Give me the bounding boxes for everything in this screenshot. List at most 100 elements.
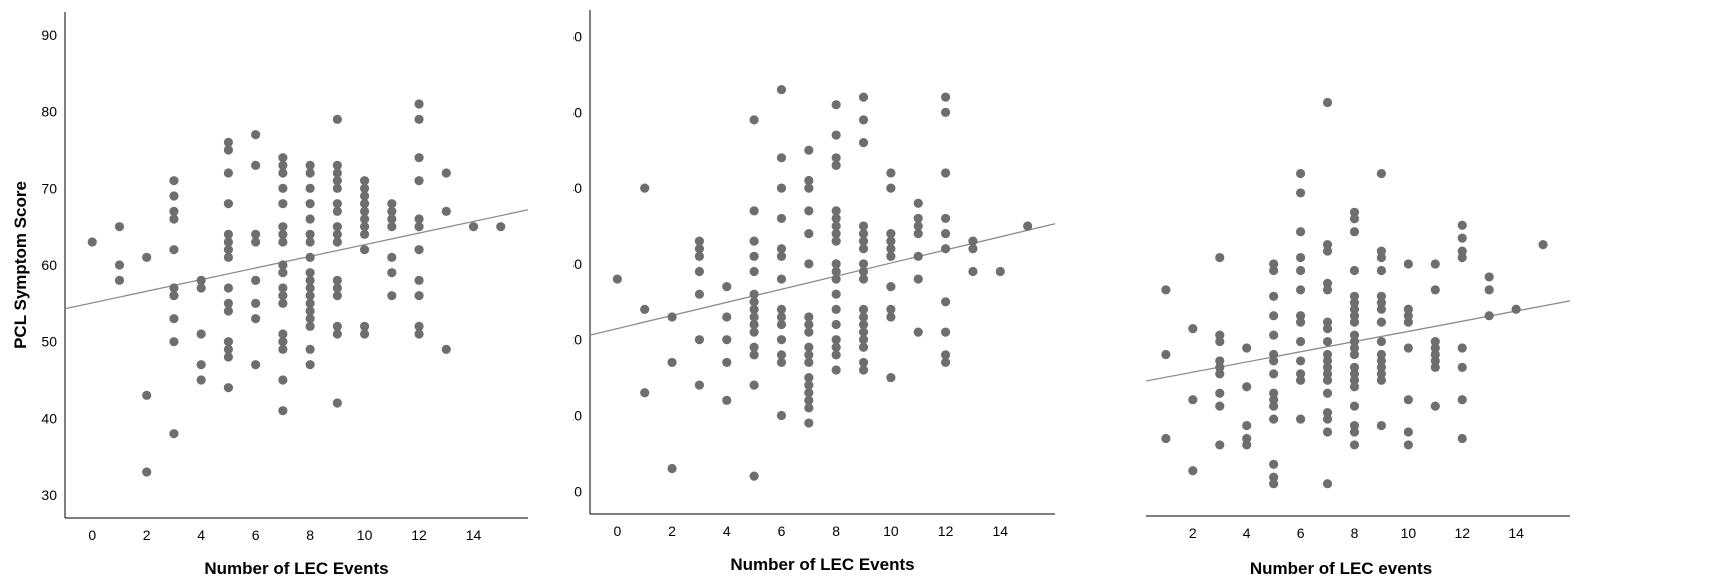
data-point: [1430, 259, 1440, 269]
data-point: [251, 229, 261, 239]
data-point: [1403, 440, 1413, 450]
data-point: [1215, 388, 1225, 398]
data-point: [278, 168, 288, 178]
data-point: [940, 350, 951, 360]
data-point: [913, 213, 923, 224]
data-point: [1457, 246, 1467, 256]
data-point: [1430, 285, 1440, 295]
data-point: [995, 266, 1005, 277]
data-point: [804, 357, 814, 368]
data-point: [142, 390, 152, 400]
data-point: [1269, 291, 1279, 301]
data-point: [223, 252, 234, 262]
data-point: [831, 206, 841, 216]
y-tick-label: 80: [41, 104, 57, 120]
data-point: [332, 229, 342, 239]
data-point: [414, 114, 424, 124]
pcl-scatter-chart: 30 40 50 60 70 80 90 0 2 4 6 8 10 12 14 Number of LEC E…: [11, 12, 529, 578]
x-tick-label: 14: [466, 527, 482, 543]
data-point: [1376, 362, 1387, 372]
data-point: [776, 312, 787, 322]
data-point: [940, 92, 951, 102]
data-point: [223, 283, 234, 293]
data-point: [196, 283, 206, 293]
data-point: [858, 138, 869, 148]
data-point: [1538, 240, 1548, 250]
data-point: [278, 153, 288, 163]
pcl-scatter-panel: 30 40 50 60 70 80 90 0 2 4 6 8 10 12 14 Number of LEC E…: [0, 0, 573, 580]
data-point: [804, 388, 814, 398]
data-point: [886, 244, 896, 254]
data-point: [776, 357, 787, 368]
data-point: [1295, 375, 1306, 385]
data-point: [196, 375, 206, 385]
data-point: [223, 352, 234, 362]
bdi-scatter-chart: 0 10 20 30 40 50 60 0 2 4 6 8 10 12 14 Number of LEC Ev…: [573, 10, 1056, 574]
data-point: [1322, 324, 1333, 334]
data-point: [414, 99, 424, 109]
data-point: [1349, 440, 1360, 450]
data-point: [414, 329, 424, 339]
x-tick-label: 6: [252, 527, 260, 543]
data-point: [414, 176, 424, 186]
data-point: [278, 237, 288, 247]
data-point: [858, 115, 869, 125]
data-point: [913, 198, 923, 208]
data-point: [223, 306, 234, 316]
data-point: [886, 251, 896, 261]
y-tick-label: 0: [574, 483, 582, 499]
data-point: [667, 312, 677, 322]
data-point: [332, 237, 342, 247]
y-tick-label: 20: [573, 332, 582, 348]
data-point: [196, 275, 206, 285]
data-point: [694, 380, 705, 390]
data-point: [1457, 220, 1467, 230]
data-point: [305, 237, 315, 247]
data-point: [223, 199, 234, 209]
data-point: [359, 191, 370, 201]
data-point: [305, 283, 315, 293]
data-point: [913, 327, 923, 337]
data-point: [223, 344, 234, 354]
x-tick-label: 12: [411, 527, 427, 543]
data-point: [223, 137, 234, 147]
data-point: [278, 329, 288, 339]
data-point: [223, 298, 234, 308]
data-point: [831, 304, 841, 314]
data-point: [332, 398, 342, 408]
data-point: [749, 206, 759, 216]
data-point: [776, 274, 787, 284]
data-point: [1349, 427, 1360, 437]
data-point: [831, 289, 841, 299]
data-point: [749, 266, 759, 277]
data-point: [1430, 349, 1440, 360]
data-point: [1457, 233, 1467, 243]
data-point: [169, 245, 179, 255]
data-point: [940, 213, 951, 224]
data-point: [1269, 414, 1279, 424]
data-point: [169, 214, 179, 224]
data-point: [1376, 356, 1387, 366]
data-point: [667, 357, 677, 368]
data-point: [414, 291, 424, 301]
data-point: [1403, 343, 1413, 353]
data-point: [831, 335, 841, 345]
data-point: [332, 329, 342, 339]
data-point: [359, 245, 370, 255]
data-point: [142, 467, 152, 477]
data-point: [359, 199, 370, 209]
data-point: [1322, 317, 1333, 327]
data-point: [804, 372, 814, 383]
data-point: [114, 260, 125, 270]
data-point: [831, 130, 841, 140]
data-point: [1349, 420, 1360, 431]
data-point: [332, 321, 342, 331]
data-point: [305, 183, 315, 193]
data-point: [305, 275, 315, 285]
data-point: [387, 291, 397, 301]
data-point: [804, 228, 814, 239]
data-point: [804, 319, 814, 330]
data-point: [1484, 272, 1494, 282]
data-point: [1295, 317, 1306, 327]
data-point: [1349, 349, 1360, 360]
